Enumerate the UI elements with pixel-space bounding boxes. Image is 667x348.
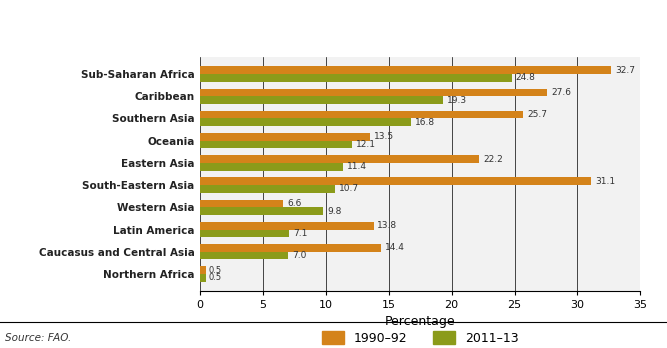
Bar xyxy=(200,118,412,126)
Bar xyxy=(200,74,512,82)
Text: 10.7: 10.7 xyxy=(338,184,359,193)
Legend: 1990–92, 2011–13: 1990–92, 2011–13 xyxy=(317,326,524,348)
Bar xyxy=(200,274,206,282)
Bar xyxy=(200,266,206,274)
Text: 7.1: 7.1 xyxy=(293,229,307,238)
Text: 31.1: 31.1 xyxy=(595,177,615,186)
Bar xyxy=(200,244,382,252)
Text: 27.6: 27.6 xyxy=(551,88,571,97)
Text: 0.5: 0.5 xyxy=(208,273,221,282)
Bar xyxy=(200,141,352,149)
Text: 11.4: 11.4 xyxy=(348,162,368,171)
Bar xyxy=(200,252,288,260)
Text: 24.8: 24.8 xyxy=(516,73,536,82)
Bar xyxy=(200,222,374,230)
Text: 13.5: 13.5 xyxy=(374,132,394,141)
Text: 16.8: 16.8 xyxy=(415,118,436,127)
Text: 32.7: 32.7 xyxy=(615,66,635,75)
Text: 12.1: 12.1 xyxy=(356,140,376,149)
Text: 19.3: 19.3 xyxy=(447,96,467,105)
Bar xyxy=(200,207,323,215)
Bar xyxy=(200,163,344,171)
Bar xyxy=(200,155,480,163)
Text: 14.4: 14.4 xyxy=(385,243,405,252)
Text: Undernourishment trends: progress made in almost all regions, but at very differ: Undernourishment trends: progress made i… xyxy=(5,19,606,32)
Bar xyxy=(200,185,335,193)
Text: 7.0: 7.0 xyxy=(292,251,306,260)
Bar xyxy=(200,133,370,141)
Bar xyxy=(200,177,591,185)
Text: 9.8: 9.8 xyxy=(327,207,342,216)
Text: Source: FAO.: Source: FAO. xyxy=(5,333,71,343)
Text: 22.2: 22.2 xyxy=(483,155,503,164)
X-axis label: Percentage: Percentage xyxy=(385,315,456,328)
Bar xyxy=(200,96,443,104)
Bar xyxy=(200,199,283,207)
Bar xyxy=(200,66,612,74)
Text: 13.8: 13.8 xyxy=(378,221,398,230)
Bar xyxy=(200,230,289,237)
Text: 6.6: 6.6 xyxy=(287,199,301,208)
Bar xyxy=(200,88,547,96)
Text: 25.7: 25.7 xyxy=(527,110,547,119)
Text: 0.5: 0.5 xyxy=(208,266,221,275)
Bar xyxy=(200,111,524,118)
